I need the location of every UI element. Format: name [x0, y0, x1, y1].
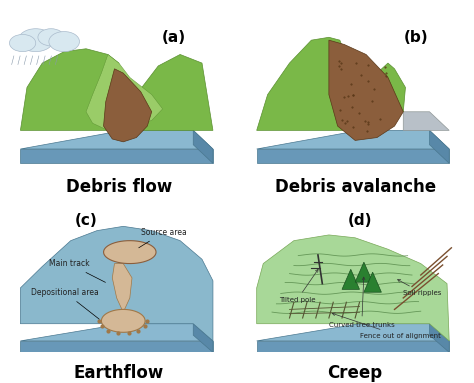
- Polygon shape: [20, 226, 213, 341]
- Text: Debris flow: Debris flow: [66, 178, 172, 196]
- Polygon shape: [20, 149, 213, 163]
- Text: Creep: Creep: [328, 364, 383, 382]
- Circle shape: [38, 29, 64, 46]
- Polygon shape: [101, 309, 145, 332]
- Circle shape: [49, 31, 80, 52]
- Text: Depositional area: Depositional area: [31, 288, 99, 319]
- Text: Earthflow: Earthflow: [74, 364, 164, 382]
- Polygon shape: [429, 324, 449, 352]
- Polygon shape: [329, 40, 403, 141]
- Text: (a): (a): [162, 30, 186, 45]
- Polygon shape: [20, 341, 213, 352]
- Text: (b): (b): [404, 30, 428, 45]
- Polygon shape: [364, 272, 382, 292]
- Polygon shape: [377, 63, 405, 112]
- Polygon shape: [104, 241, 156, 264]
- Polygon shape: [193, 130, 213, 163]
- Circle shape: [9, 34, 36, 52]
- Polygon shape: [123, 54, 213, 130]
- Polygon shape: [86, 54, 163, 130]
- Text: Main track: Main track: [49, 259, 105, 282]
- Text: Source area: Source area: [139, 228, 186, 248]
- Circle shape: [18, 29, 53, 52]
- Polygon shape: [257, 149, 449, 163]
- Polygon shape: [257, 341, 449, 352]
- Text: Curved tree trunks: Curved tree trunks: [329, 277, 395, 327]
- Polygon shape: [257, 235, 449, 341]
- Text: (c): (c): [75, 213, 98, 228]
- Text: Tilted pole: Tilted pole: [279, 269, 318, 303]
- Polygon shape: [193, 324, 213, 352]
- Text: Fence out of alignment: Fence out of alignment: [332, 313, 440, 339]
- Text: Debris avalanche: Debris avalanche: [274, 178, 436, 196]
- Polygon shape: [20, 49, 123, 130]
- Polygon shape: [20, 130, 213, 149]
- Polygon shape: [257, 130, 449, 149]
- Text: Soil ripples: Soil ripples: [398, 280, 442, 296]
- Text: (d): (d): [347, 213, 372, 228]
- Polygon shape: [112, 264, 132, 312]
- Polygon shape: [257, 37, 359, 130]
- Polygon shape: [257, 324, 449, 341]
- Polygon shape: [103, 69, 152, 142]
- Polygon shape: [355, 262, 373, 282]
- Polygon shape: [403, 112, 449, 130]
- Polygon shape: [342, 269, 359, 289]
- Polygon shape: [20, 324, 213, 341]
- Polygon shape: [429, 130, 449, 163]
